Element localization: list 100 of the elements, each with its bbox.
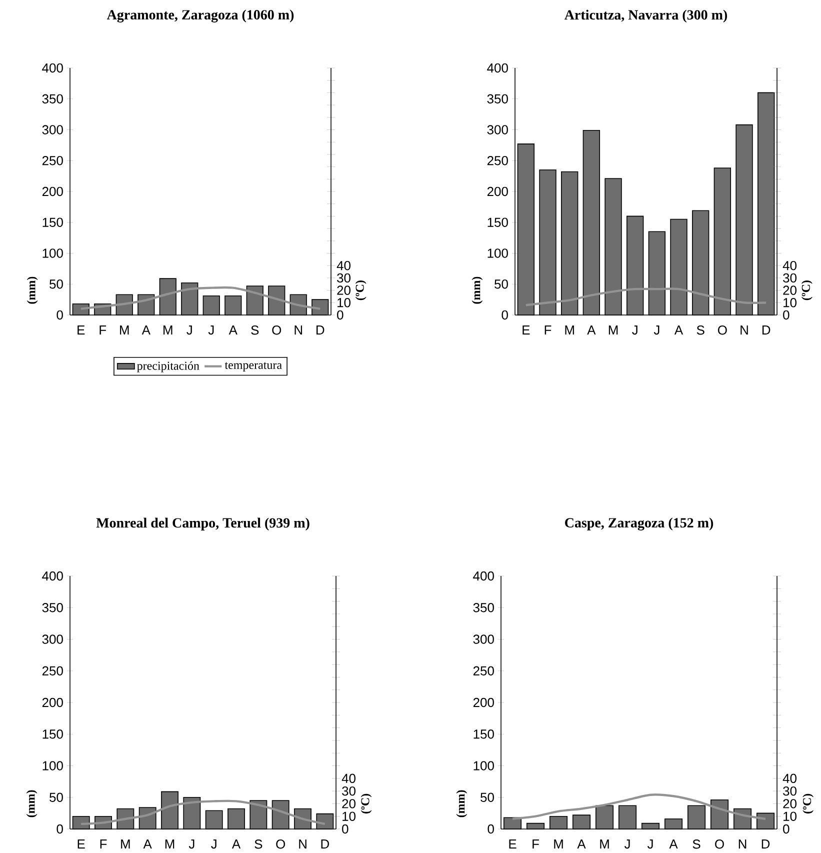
x-tick-label: N [740, 326, 748, 334]
x-tick-label: A [142, 326, 150, 334]
line-series [80, 800, 326, 826]
x-tick-label: F [544, 326, 552, 334]
x-tick-label: N [738, 840, 746, 848]
y2-axis-title: (ºC) [802, 794, 814, 814]
x-tick-label: D [316, 326, 324, 334]
y-tick-label: 100 [42, 248, 63, 258]
x-tick-label: D [321, 840, 329, 848]
x-tick-label: E [78, 326, 85, 334]
y-axis-title: (mm) [472, 276, 483, 304]
x-tick-label: E [78, 840, 85, 848]
y2-tick-label: 0 [783, 824, 790, 834]
line-series [511, 794, 767, 820]
x-tick-label: M [121, 840, 130, 848]
y-tick-label: 0 [56, 824, 63, 834]
x-tick-label: M [600, 840, 609, 848]
x-tick-label: A [143, 840, 152, 848]
x-tick-label: J [188, 840, 194, 849]
y2-tick-label: 10 [784, 298, 796, 308]
y-tick-label: 200 [42, 698, 63, 708]
y2-tick-label: 20 [337, 286, 350, 295]
chart-title: Articutza, Navarra (300 m) [564, 10, 728, 22]
x-tick-label: D [762, 326, 770, 334]
x-tick-label: S [254, 840, 262, 849]
y-tick-label: 250 [42, 156, 63, 166]
y-axis-title: (mm) [456, 790, 468, 818]
y-tick-label: 50 [50, 280, 63, 289]
x-tick-label: M [120, 326, 129, 334]
y2-tick-label: 20 [783, 799, 796, 808]
x-tick-label: J [654, 326, 660, 335]
y-tick-label: 50 [480, 792, 494, 802]
x-tick-label: N [299, 840, 306, 848]
y-tick-label: 350 [42, 94, 63, 104]
y2-axis-title: (ºC) [802, 280, 812, 300]
chart-title: Agramonte, Zaragoza (1060 m) [106, 10, 294, 22]
x-tick-label: J [647, 840, 653, 849]
x-tick-label: F [532, 840, 539, 848]
x-tick-label: F [100, 840, 107, 848]
y-tick-label: 50 [494, 280, 508, 289]
y-tick-label: 350 [473, 603, 494, 612]
x-tick-label: S [251, 326, 259, 335]
y-tick-label: 150 [42, 730, 63, 739]
x-tick-label: M [165, 840, 174, 848]
x-tick-label: S [692, 840, 700, 849]
y-tick-label: 300 [487, 125, 508, 134]
y-tick-label: 250 [487, 156, 508, 166]
y2-tick-label: 10 [784, 812, 796, 821]
y-tick-label: 350 [487, 94, 508, 104]
y2-tick-label: 0 [337, 310, 344, 320]
legend-label: precipitación [137, 361, 200, 372]
y-tick-label: 400 [473, 571, 494, 581]
y-tick-label: 100 [42, 761, 63, 770]
x-tick-label: A [577, 840, 586, 848]
y-axis-title: (mm) [26, 790, 38, 818]
line-series [524, 288, 768, 306]
y-tick-label: 100 [474, 761, 494, 770]
y-tick-label: 0 [502, 310, 508, 320]
y2-tick-label: 20 [783, 286, 796, 295]
x-tick-label: O [276, 840, 286, 849]
y-tick-label: 200 [487, 186, 508, 196]
y2-tick-label: 40 [342, 774, 356, 783]
y-tick-label: 300 [473, 634, 494, 644]
y-tick-label: 150 [488, 218, 508, 227]
y2-tick-label: 0 [783, 310, 790, 320]
y2-tick-label: 30 [342, 786, 356, 796]
y2-tick-label: 0 [342, 824, 348, 834]
y2-tick-label: 40 [336, 260, 350, 270]
y2-tick-label: 40 [782, 260, 796, 270]
line-series [80, 286, 322, 310]
x-tick-label: A [587, 326, 596, 334]
y2-tick-label: 30 [783, 786, 796, 796]
y-tick-label: 200 [42, 186, 63, 196]
x-tick-label: O [718, 326, 727, 335]
x-tick-label: M [608, 326, 618, 334]
y2-tick-label: 10 [342, 812, 356, 821]
x-tick-label: E [522, 326, 530, 334]
y-tick-label: 250 [42, 666, 63, 676]
y-tick-label: 250 [473, 666, 494, 676]
x-tick-label: J [632, 326, 638, 335]
y-tick-label: 300 [42, 125, 63, 134]
y-tick-label: 350 [42, 603, 63, 612]
y-tick-label: 400 [42, 571, 63, 581]
y-tick-label: 0 [488, 824, 494, 834]
y-tick-label: 150 [474, 730, 494, 739]
x-tick-label: M [554, 840, 563, 848]
y2-tick-label: 40 [782, 774, 796, 783]
x-tick-label: O [272, 326, 282, 335]
x-tick-label: A [228, 326, 238, 334]
x-tick-label: N [294, 326, 302, 334]
x-tick-label: E [509, 840, 516, 848]
chart-title: Caspe, Zaragoza (152 m) [565, 518, 714, 530]
x-tick-label: S [696, 326, 704, 335]
chart-title: Monreal del Campo, Teruel (939 m) [96, 518, 310, 530]
y2-axis-title: (ºC) [355, 280, 366, 300]
y2-axis-title: (ºC) [360, 794, 372, 814]
y2-tick-label: 30 [337, 273, 350, 283]
y-tick-label: 400 [487, 63, 508, 73]
y2-tick-label: 10 [338, 298, 350, 308]
x-tick-label: O [715, 840, 724, 849]
